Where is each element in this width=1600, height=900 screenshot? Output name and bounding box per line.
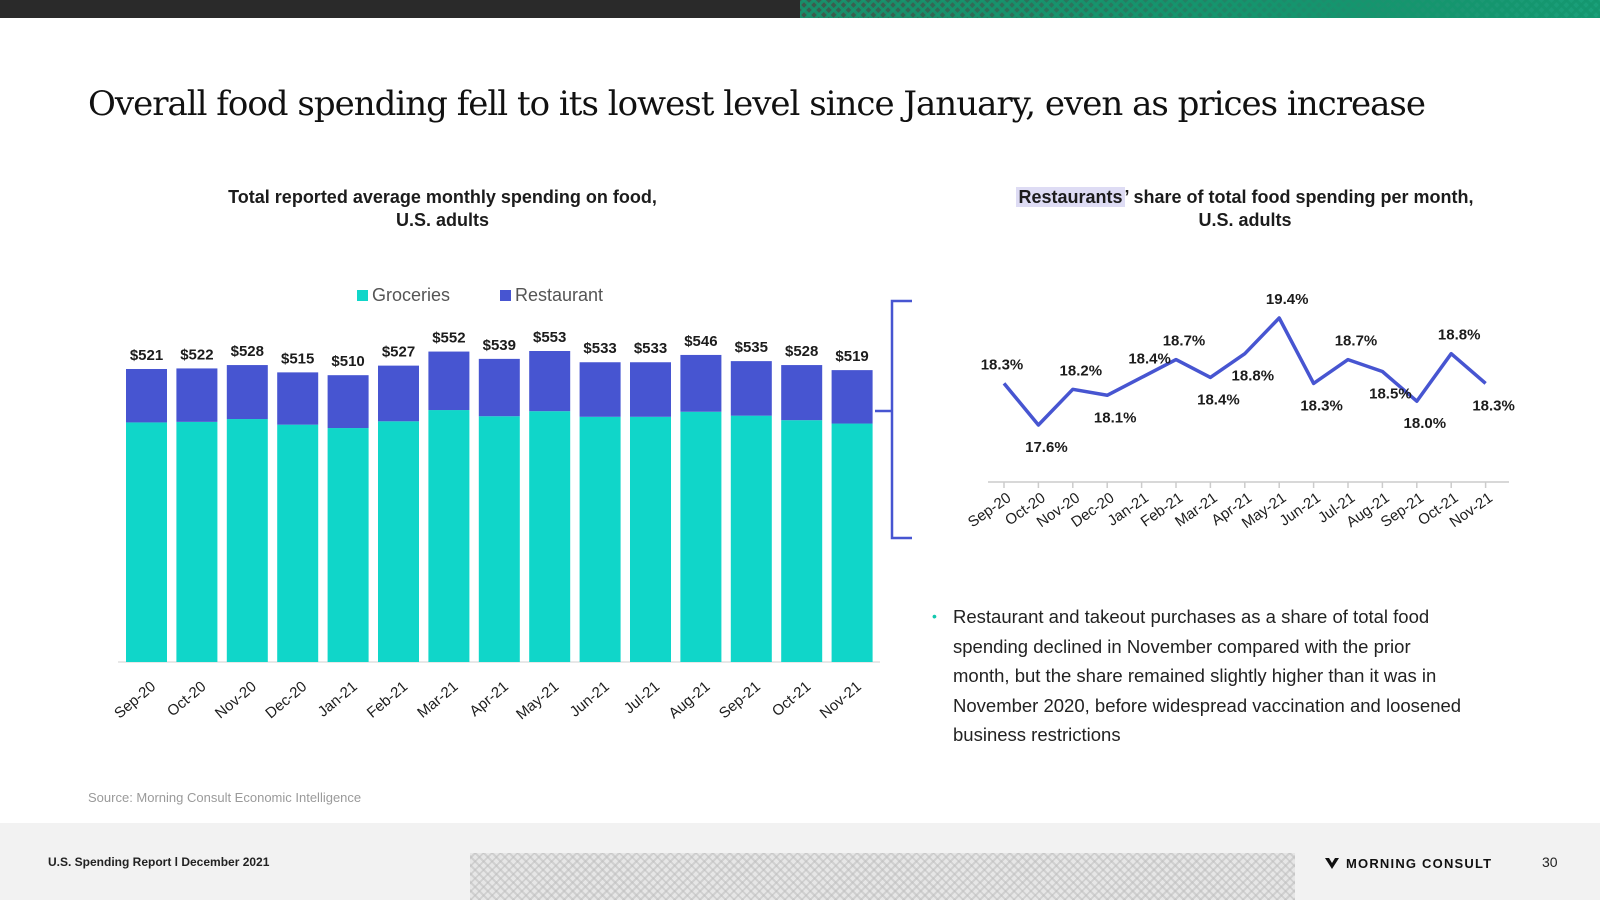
- line-point-label: 18.8%: [1232, 368, 1275, 385]
- bar-chart-title: Total reported average monthly spending …: [160, 186, 725, 232]
- bar-total-label: $521: [130, 347, 163, 364]
- bar-total-label: $539: [483, 337, 516, 354]
- bar-total-label: $528: [785, 343, 818, 360]
- line-chart-title-highlight: Restaurants: [1016, 187, 1125, 207]
- bar-total-label: $533: [634, 340, 667, 357]
- bar-groceries: [277, 424, 319, 662]
- line-point-label: 19.4%: [1266, 291, 1309, 308]
- bar-groceries: [428, 410, 470, 662]
- legend-swatch-groceries: [357, 290, 368, 301]
- line-chart-title-rest: ’ share of total food spending per month…: [1124, 187, 1474, 207]
- bar-groceries: [630, 416, 671, 662]
- line-point-label: 17.6%: [1025, 439, 1068, 456]
- legend-label-restaurant: Restaurant: [515, 285, 603, 305]
- bar-restaurant: [126, 368, 167, 423]
- bar-chart-title-line2: U.S. adults: [395, 210, 489, 230]
- bullet-list: • Restaurant and takeout purchases as a s…: [932, 602, 1462, 750]
- line-chart-title-line2: U.S. adults: [1198, 210, 1292, 230]
- line-point-label: 18.7%: [1163, 333, 1206, 350]
- page-number: 30: [1542, 854, 1558, 870]
- line-point-label: 18.4%: [1128, 350, 1171, 367]
- bar-groceries: [478, 416, 520, 662]
- bar-groceries: [378, 421, 419, 662]
- bar-restaurant: [428, 351, 470, 411]
- line-point-label: 18.0%: [1404, 415, 1447, 432]
- bar-groceries: [126, 422, 167, 662]
- morning-consult-logo: MORNING CONSULT: [1324, 853, 1492, 873]
- bar-restaurant: [579, 362, 621, 417]
- bar-total-label: $522: [180, 346, 213, 363]
- bar-restaurant: [680, 354, 722, 412]
- bar-total-label: $528: [231, 343, 264, 360]
- bar-restaurant: [378, 365, 419, 422]
- bar-groceries: [327, 428, 369, 662]
- bar-legend: Groceries Restaurant: [357, 285, 603, 305]
- bar-total-label: $535: [735, 339, 768, 356]
- bar-restaurant: [176, 368, 218, 422]
- bar-restaurant: [630, 362, 671, 417]
- bullet-item: • Restaurant and takeout purchases as a s…: [932, 602, 1462, 750]
- line-chart-title: Restaurants’ share of total food spendin…: [950, 186, 1540, 232]
- line-point-label: 18.3%: [981, 356, 1024, 373]
- bar-restaurant: [327, 375, 369, 429]
- bar-total-label: $527: [382, 344, 415, 361]
- bar-groceries: [831, 423, 873, 662]
- bar-groceries: [579, 416, 621, 662]
- line-point-label: 18.1%: [1094, 409, 1137, 426]
- line-point-label: 18.3%: [1472, 397, 1515, 414]
- bar-layer: $521Sep-20$522Oct-20$528Nov-20$515Dec-20…: [111, 329, 880, 723]
- footer-pattern-decoration: [470, 853, 1295, 900]
- bar-restaurant: [831, 370, 873, 424]
- legend-swatch-restaurant: [500, 290, 511, 301]
- bar-restaurant: [277, 372, 319, 425]
- bar-total-label: $552: [432, 330, 465, 347]
- bar-restaurant: [781, 365, 823, 421]
- logo-text: MORNING CONSULT: [1346, 855, 1493, 871]
- bar-groceries: [226, 419, 268, 662]
- source-note: Source: Morning Consult Economic Intelli…: [88, 790, 362, 805]
- line-layer: Sep-20Oct-20Nov-20Dec-20Jan-21Feb-21Mar-…: [965, 291, 1515, 532]
- line-point-label: 18.8%: [1438, 327, 1481, 344]
- line-point-label: 18.4%: [1197, 391, 1240, 408]
- bar-chart-title-line1: Total reported average monthly spending …: [228, 187, 657, 207]
- bullet-text: Restaurant and takeout purchases as a sh…: [953, 606, 1462, 745]
- footer-report-label: U.S. Spending Report l December 2021: [48, 855, 270, 869]
- bar-total-label: $515: [281, 350, 314, 367]
- line-point-label: 18.3%: [1300, 397, 1343, 414]
- line-point-label: 18.5%: [1369, 386, 1412, 403]
- bar-restaurant: [730, 361, 772, 416]
- bar-groceries: [176, 421, 218, 662]
- bar-total-label: $546: [684, 333, 717, 350]
- bullet-dot-icon: •: [932, 608, 937, 624]
- bar-restaurant: [226, 365, 268, 420]
- bar-groceries: [781, 420, 823, 662]
- line-x-tick-label: Sep-20: [965, 489, 1014, 531]
- bar-total-label: $553: [533, 329, 566, 346]
- bar-total-label: $510: [331, 353, 364, 370]
- bar-groceries: [680, 411, 722, 662]
- bar-restaurant: [529, 351, 571, 412]
- line-point-label: 18.2%: [1060, 362, 1103, 379]
- legend-label-groceries: Groceries: [372, 285, 450, 305]
- page-title: Overall food spending fell to its lowest…: [88, 84, 1426, 124]
- top-pattern-decoration: [800, 0, 1600, 18]
- bar-total-label: $533: [583, 340, 616, 357]
- bar-groceries: [730, 415, 772, 662]
- morning-consult-mark-icon: [1325, 858, 1339, 869]
- bracket-connector: [875, 299, 912, 540]
- line-point-label: 18.7%: [1335, 333, 1378, 350]
- line-series-path: [1002, 316, 1487, 427]
- bar-total-label: $519: [835, 348, 868, 365]
- bar-groceries: [529, 411, 571, 662]
- bar-restaurant: [478, 358, 520, 417]
